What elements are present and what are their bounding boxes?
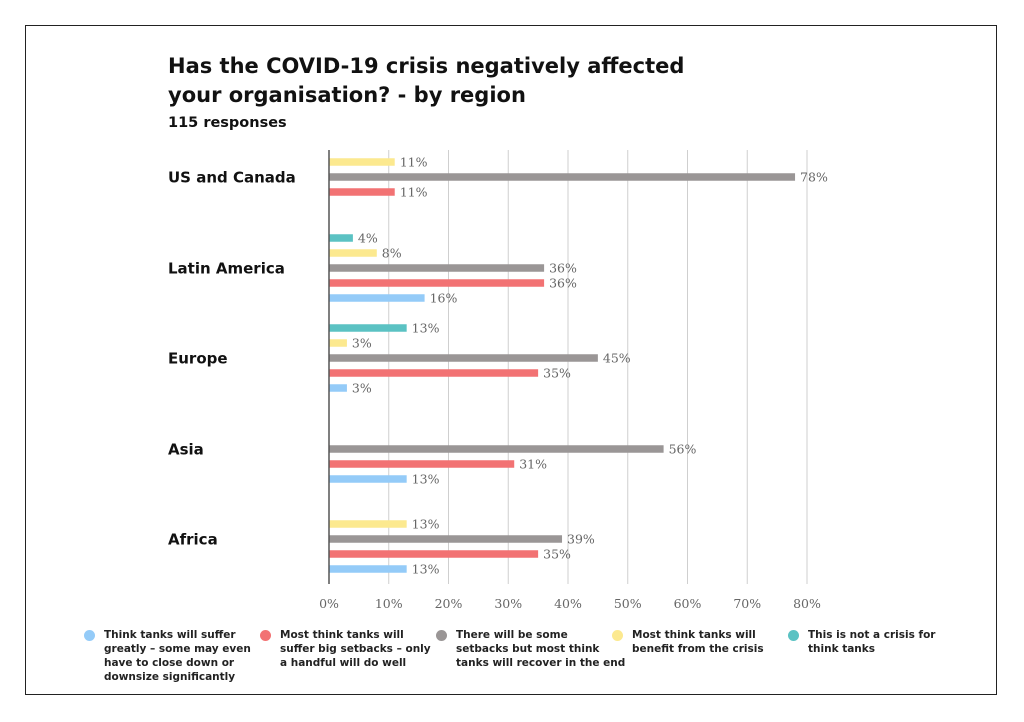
data-label: 11% [400,185,428,200]
data-label: 13% [412,321,440,336]
data-label: 11% [400,155,428,170]
bar [329,339,347,347]
legend-swatch [788,630,799,641]
legend-label: This is not a crisis for think tanks [808,629,936,655]
bar [329,369,539,377]
data-label: 13% [412,517,440,532]
data-label: 45% [603,351,631,366]
data-label: 13% [412,562,440,577]
bar [329,460,515,468]
bar [329,550,539,558]
category-label: Europe [168,350,228,368]
data-label: 36% [549,261,577,276]
bar [329,384,347,392]
bar [329,294,425,302]
legend-item: Most think tanks will benefit from the cr… [612,628,764,656]
category-labels: US and Canada Latin America Europe Asia Afri… [168,169,296,549]
x-tick-label: 50% [614,596,642,611]
data-label: 4% [358,231,378,246]
legend-swatch [612,630,623,641]
x-tick-label: 60% [674,596,702,611]
bar [329,188,395,196]
legend-item: Think tanks will suffer greatly – some ma… [84,628,251,684]
legend-label: Most think tanks will suffer big setbacks… [280,629,431,669]
legend-label: Most think tanks will benefit from the cr… [632,629,764,655]
gridlines [388,150,808,584]
bar [329,324,407,332]
legend-item: This is not a crisis for think tanks [788,628,935,656]
legend: Think tanks will suffer greatly – some ma… [84,628,984,688]
data-label: 3% [352,381,372,396]
data-label: 35% [543,366,571,381]
bar [329,158,395,166]
bar [329,173,796,181]
bar [329,264,545,272]
data-label: 31% [519,457,547,472]
bar [329,535,563,543]
chart-subtitle: 115 responses [168,115,287,131]
x-tick-label: 30% [494,596,522,611]
x-tick-label: 40% [554,596,582,611]
bars: 11% 78% 11% 4% 8% 36%36% 16% 13% 3% 45% 35% 3% 56% 31… [329,155,828,577]
bar [329,354,598,362]
bar [329,565,407,573]
data-label: 35% [543,547,571,562]
legend-swatch [84,630,95,641]
category-label: US and Canada [168,169,296,187]
chart-title: Has the COVID-19 crisis negatively affec… [168,54,685,107]
data-label: 56% [669,442,697,457]
bar [329,445,664,453]
data-label: 16% [430,291,458,306]
category-label: Africa [168,531,218,549]
bar [329,234,353,242]
legend-label: Think tanks will suffer greatly – some ma… [104,629,251,683]
legend-item: Most think tanks will suffer big setbacks… [260,628,431,670]
x-tick-label: 20% [435,596,463,611]
category-label: Asia [168,441,204,459]
category-label: Latin America [168,260,285,278]
data-label: 39% [567,532,595,547]
bar [329,520,407,528]
data-label: 3% [352,336,372,351]
legend-item: There will be some setbacks but most thin… [436,628,625,670]
data-label: 36% [549,276,577,291]
bar [329,475,407,483]
bar [329,249,377,257]
data-label: 13% [412,472,440,487]
x-tick-labels: 0% 10% 20% 30% 40% 50% 60% 70% 80% [319,596,821,611]
x-tick-label: 80% [793,596,821,611]
bar [329,279,545,287]
x-tick-label: 70% [733,596,761,611]
x-tick-label: 0% [319,596,339,611]
x-tick-label: 10% [375,596,403,611]
legend-swatch [436,630,447,641]
data-label: 78% [800,170,828,185]
legend-swatch [260,630,271,641]
legend-label: There will be some setbacks but most thin… [456,629,626,669]
data-label: 8% [382,246,402,261]
